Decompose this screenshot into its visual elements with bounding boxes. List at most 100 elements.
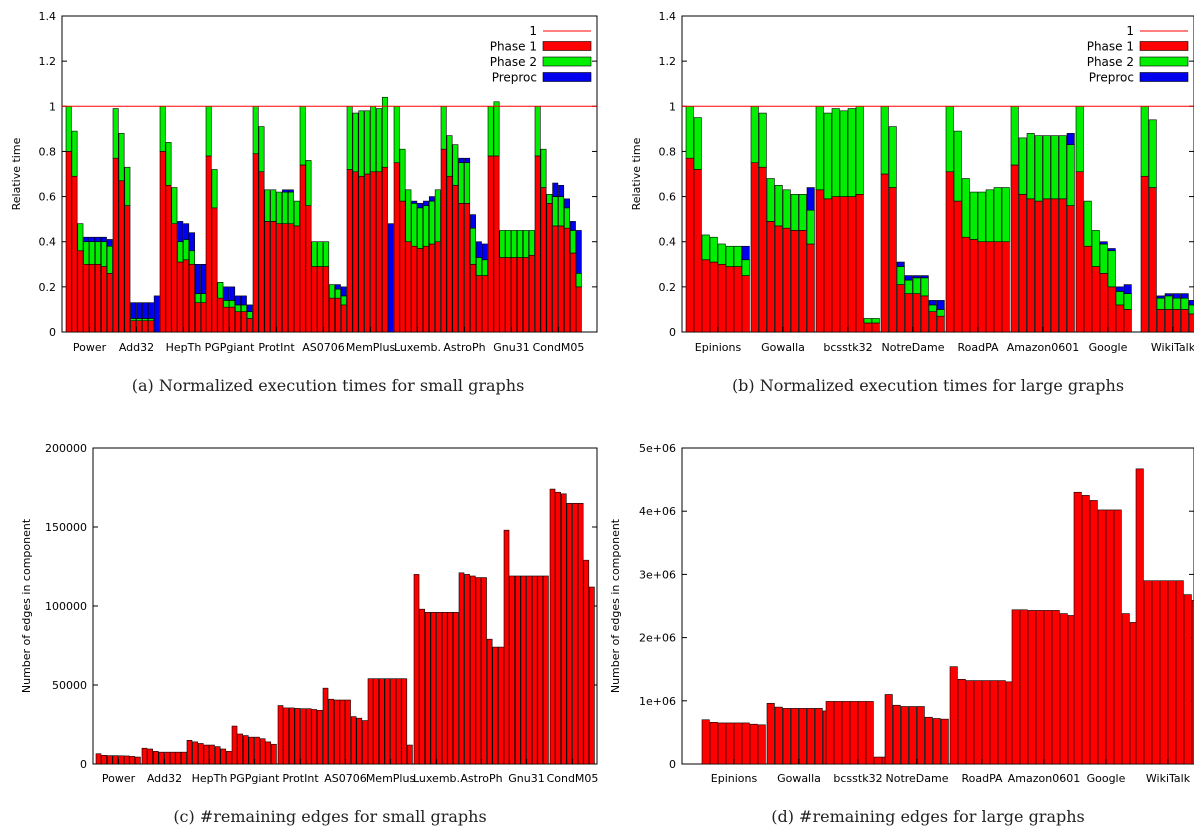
bar-preproc: [183, 223, 190, 240]
bar-phase-1: [499, 257, 506, 333]
y-tick-label: 2e+06: [639, 632, 676, 645]
bar-phase-2: [352, 112, 359, 173]
bar-edges: [725, 722, 734, 765]
bar-phase-1: [920, 295, 929, 333]
bar-phase-2: [493, 101, 500, 157]
bar-phase-2: [346, 105, 353, 170]
bar-phase-1: [717, 263, 726, 333]
bar-phase-2: [1083, 200, 1092, 247]
bar-phase-1: [904, 293, 913, 333]
bar-phase-2: [522, 230, 529, 258]
bar-phase-2: [65, 105, 72, 152]
bar-phase-1: [246, 318, 253, 333]
legend-swatch: [1139, 72, 1189, 82]
bar-phase-2: [1018, 137, 1027, 195]
bar-phase-2: [969, 191, 978, 240]
bar-edges: [492, 646, 499, 765]
bar-phase-1: [847, 196, 856, 333]
bar-phase-1: [839, 196, 848, 333]
legend-label: 1: [1126, 24, 1134, 38]
y-tick-label: 1: [669, 100, 676, 113]
bar-phase-2: [880, 105, 889, 175]
bar-edges: [520, 575, 527, 765]
bar-phase-1: [993, 241, 1002, 333]
bar-phase-1: [358, 175, 365, 333]
bar-phase-1: [831, 196, 840, 333]
bar-phase-1: [223, 306, 230, 333]
bar-preproc: [552, 182, 559, 197]
legend-swatch: [1139, 41, 1189, 51]
bar-edges: [916, 706, 925, 765]
bar-phase-1: [1099, 273, 1108, 333]
bar-phase-1: [823, 198, 832, 333]
bar-phase-2: [177, 241, 184, 263]
bar-phase-1: [1148, 187, 1157, 333]
bar-edges: [549, 488, 556, 765]
x-tick-label: Google: [1089, 341, 1128, 354]
bar-phase-1: [411, 245, 418, 333]
bar-edges: [1051, 610, 1060, 765]
bar-preproc: [806, 187, 815, 211]
bar-edges: [857, 701, 866, 765]
bar-preproc: [411, 200, 418, 204]
bar-edges: [1135, 468, 1144, 765]
y-axis-title: Relative time: [630, 137, 643, 210]
bar-phase-2: [750, 105, 759, 164]
bar-phase-2: [1180, 297, 1189, 310]
x-tick-label: CondM05: [533, 341, 585, 354]
bar-edges: [790, 708, 799, 765]
bar-edges: [526, 575, 532, 765]
bar-edges: [709, 721, 718, 765]
bar-edges: [1105, 509, 1114, 765]
bar-edges: [1073, 491, 1082, 765]
bar-preproc: [1156, 295, 1165, 299]
bar-phase-1: [364, 173, 371, 333]
bar-phase-1: [1050, 198, 1059, 333]
bar-edges: [305, 708, 312, 765]
bar-phase-2: [928, 304, 937, 312]
bar-preproc: [896, 261, 905, 267]
bar-phase-2: [1164, 295, 1173, 310]
x-tick-label: Luxemb.: [413, 772, 460, 785]
bar-phase-2: [499, 230, 506, 258]
bar-edges: [294, 708, 301, 765]
x-tick-label: PGPgiant: [230, 772, 281, 785]
bar-phase-2: [364, 110, 371, 175]
legend-label: Phase 2: [490, 55, 537, 69]
x-tick-label: Google: [1087, 772, 1126, 785]
bar-phase-2: [725, 245, 734, 267]
bar-phase-2: [423, 205, 429, 247]
legend-label: Phase 2: [1087, 55, 1134, 69]
bar-phase-1: [171, 223, 178, 333]
bar-edges: [572, 502, 578, 765]
bar-preproc: [928, 300, 937, 306]
bar-edges: [1183, 594, 1192, 765]
bar-edges: [362, 720, 368, 765]
y-tick-label: 0.4: [659, 236, 677, 249]
bar-edges: [254, 736, 260, 765]
bar-phase-1: [1075, 171, 1084, 333]
bar-edges: [503, 529, 510, 765]
bar-phase-2: [317, 241, 324, 267]
bar-phase-1: [83, 263, 90, 333]
bar-phase-1: [458, 203, 465, 333]
bar-edges: [169, 751, 176, 765]
bar-edges: [430, 612, 437, 765]
bar-edges: [833, 701, 842, 765]
bar-phase-2: [142, 318, 148, 322]
bar-phase-1: [270, 221, 277, 333]
bar-phase-1: [733, 266, 742, 333]
bar-edges: [447, 612, 454, 765]
bar-edges: [288, 707, 295, 765]
bar-edges: [965, 680, 974, 765]
bar-phase-2: [904, 279, 913, 294]
bar-edges: [436, 612, 442, 765]
bar-phase-1: [77, 250, 84, 333]
bar-preproc: [189, 232, 195, 252]
bar-phase-1: [880, 173, 889, 333]
bar-phase-1: [1042, 198, 1051, 333]
bar-preproc: [229, 286, 236, 301]
bar-edges: [214, 746, 221, 765]
bar-phase-1: [725, 266, 734, 333]
